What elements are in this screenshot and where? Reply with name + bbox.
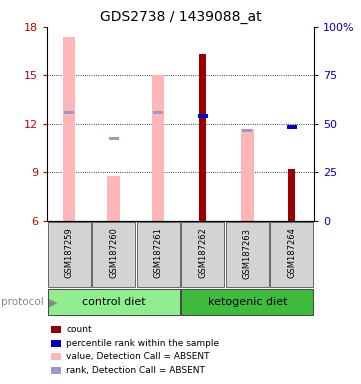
FancyBboxPatch shape: [181, 222, 224, 286]
Bar: [241, 129, 253, 221]
FancyBboxPatch shape: [48, 290, 180, 315]
Text: GSM187259: GSM187259: [65, 228, 74, 278]
Text: ▶: ▶: [49, 297, 57, 308]
Bar: [199, 55, 206, 221]
Bar: [198, 114, 208, 118]
Text: count: count: [66, 325, 92, 334]
Bar: [242, 129, 252, 132]
Text: GSM187264: GSM187264: [287, 228, 296, 278]
Bar: [288, 169, 295, 221]
Bar: [109, 137, 119, 140]
Bar: [198, 114, 208, 118]
Text: GSM187261: GSM187261: [154, 228, 163, 278]
Text: control diet: control diet: [82, 297, 145, 307]
Text: GSM187260: GSM187260: [109, 228, 118, 278]
Bar: [108, 175, 120, 221]
Text: GSM187263: GSM187263: [243, 228, 252, 278]
FancyBboxPatch shape: [270, 222, 313, 286]
Text: percentile rank within the sample: percentile rank within the sample: [66, 339, 219, 348]
FancyBboxPatch shape: [92, 222, 135, 286]
Text: GSM187262: GSM187262: [198, 228, 207, 278]
FancyBboxPatch shape: [181, 290, 313, 315]
Bar: [64, 111, 74, 114]
Bar: [63, 36, 75, 221]
FancyBboxPatch shape: [48, 222, 91, 286]
Bar: [152, 75, 165, 221]
Text: ketogenic diet: ketogenic diet: [208, 297, 287, 307]
Bar: [287, 125, 297, 129]
FancyBboxPatch shape: [137, 222, 180, 286]
Bar: [153, 111, 163, 114]
Text: protocol: protocol: [1, 297, 43, 308]
Text: rank, Detection Call = ABSENT: rank, Detection Call = ABSENT: [66, 366, 205, 375]
Title: GDS2738 / 1439088_at: GDS2738 / 1439088_at: [100, 10, 261, 25]
Text: value, Detection Call = ABSENT: value, Detection Call = ABSENT: [66, 353, 210, 361]
FancyBboxPatch shape: [226, 222, 269, 286]
